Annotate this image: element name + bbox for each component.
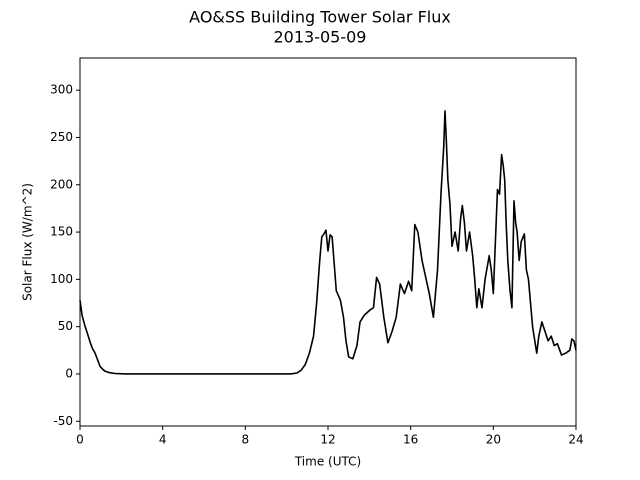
y-tick-label: -50 <box>53 414 73 428</box>
plot-frame <box>79 57 577 427</box>
x-tick-label: 16 <box>403 433 418 447</box>
x-axis-label: Time (UTC) <box>294 455 361 469</box>
flux-line <box>79 110 577 375</box>
x-tick-label: 12 <box>320 433 335 447</box>
y-tick-label: 300 <box>50 83 73 97</box>
x-tick-label: 4 <box>159 433 167 447</box>
y-tick-label: 100 <box>50 272 73 286</box>
y-tick-label: 250 <box>50 130 73 144</box>
y-tick-label: 200 <box>50 177 73 191</box>
chart-title: AO&SS Building Tower Solar Flux <box>189 8 451 27</box>
y-tick-label: 0 <box>65 366 73 380</box>
x-tick-label: 0 <box>76 433 84 447</box>
y-tick-label: 50 <box>58 319 73 333</box>
x-tick-label: 20 <box>486 433 501 447</box>
y-tick-label: 150 <box>50 225 73 239</box>
x-tick-label: 24 <box>568 433 583 447</box>
chart-subtitle: 2013-05-09 <box>274 28 367 47</box>
x-tick-label: 8 <box>242 433 250 447</box>
y-axis-label: Solar Flux (W/m^2) <box>21 183 35 301</box>
